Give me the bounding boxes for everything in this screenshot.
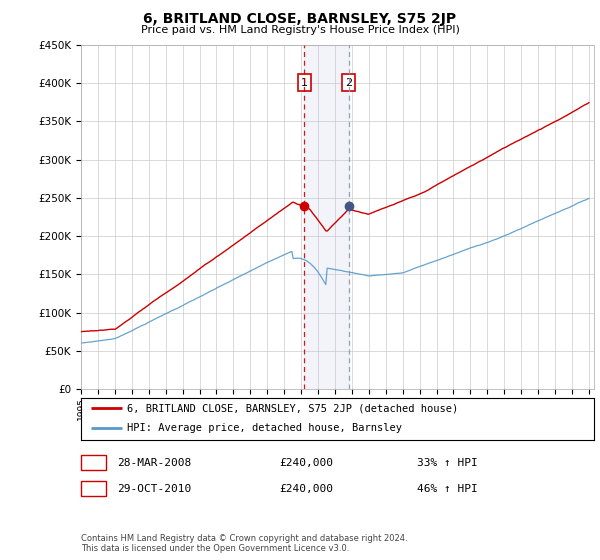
Text: 28-MAR-2008: 28-MAR-2008 xyxy=(117,458,191,468)
Text: 29-OCT-2010: 29-OCT-2010 xyxy=(117,484,191,493)
Text: Price paid vs. HM Land Registry's House Price Index (HPI): Price paid vs. HM Land Registry's House … xyxy=(140,25,460,35)
Bar xyxy=(304,45,349,389)
Text: 46% ↑ HPI: 46% ↑ HPI xyxy=(417,484,478,493)
Text: 1: 1 xyxy=(90,458,97,468)
Text: Contains HM Land Registry data © Crown copyright and database right 2024.
This d: Contains HM Land Registry data © Crown c… xyxy=(81,534,407,553)
Text: 6, BRITLAND CLOSE, BARNSLEY, S75 2JP: 6, BRITLAND CLOSE, BARNSLEY, S75 2JP xyxy=(143,12,457,26)
Text: 33% ↑ HPI: 33% ↑ HPI xyxy=(417,458,478,468)
Text: £240,000: £240,000 xyxy=(279,458,333,468)
Text: 2: 2 xyxy=(345,78,352,88)
Text: 2: 2 xyxy=(90,484,97,493)
Text: 1: 1 xyxy=(301,78,308,88)
Text: £240,000: £240,000 xyxy=(279,484,333,493)
Text: 6, BRITLAND CLOSE, BARNSLEY, S75 2JP (detached house): 6, BRITLAND CLOSE, BARNSLEY, S75 2JP (de… xyxy=(127,403,458,413)
Text: HPI: Average price, detached house, Barnsley: HPI: Average price, detached house, Barn… xyxy=(127,423,402,433)
